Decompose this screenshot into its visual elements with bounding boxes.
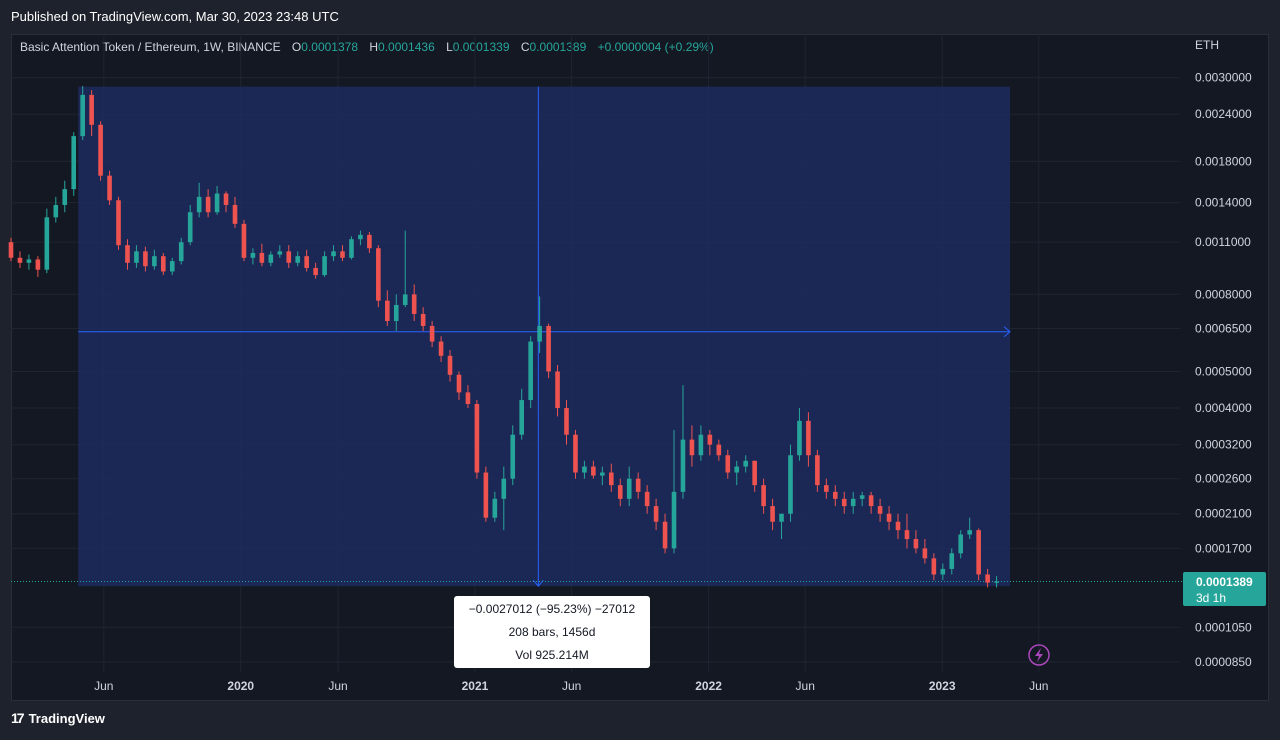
close-label: C xyxy=(520,40,530,54)
change-value: +0.0000004 (+0.29%) xyxy=(597,40,714,54)
tradingview-brand: TradingView xyxy=(28,710,105,726)
tradingview-logo-icon: 17 xyxy=(11,710,25,726)
high-label: H xyxy=(369,40,379,54)
symbol-title[interactable]: Basic Attention Token / Ethereum, 1W, BI… xyxy=(20,40,281,54)
low-value: 0.0001339 xyxy=(452,40,510,54)
high-value: 0.0001436 xyxy=(378,40,435,54)
currency-label[interactable]: ETH xyxy=(1195,38,1219,52)
chart-frame xyxy=(11,34,1269,701)
symbol-legend: Basic Attention Token / Ethereum, 1W, BI… xyxy=(20,40,714,54)
published-caption: Published on TradingView.com, Mar 30, 20… xyxy=(11,9,339,24)
low-label: L xyxy=(446,40,453,54)
tradingview-footer[interactable]: 17 TradingView xyxy=(11,710,105,726)
open-label: O xyxy=(291,40,302,54)
close-value: 0.0001389 xyxy=(529,40,587,54)
open-value: 0.0001378 xyxy=(301,40,358,54)
